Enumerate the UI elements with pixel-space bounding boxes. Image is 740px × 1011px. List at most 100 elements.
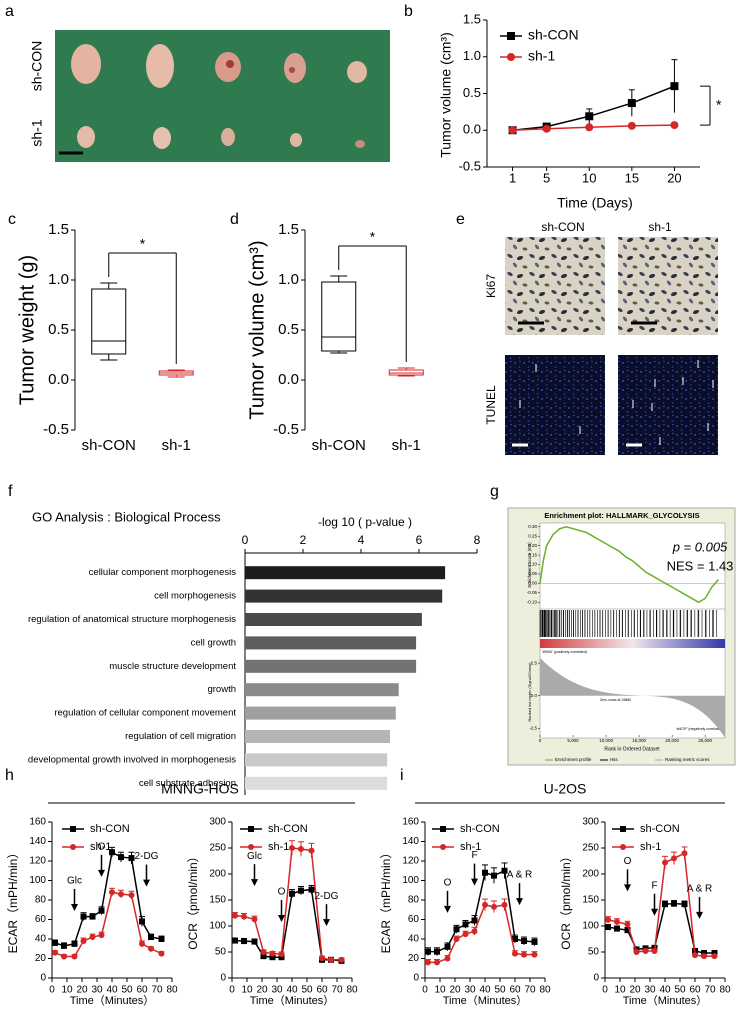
annotation: O	[98, 841, 106, 852]
marker	[711, 953, 718, 960]
marker	[633, 949, 640, 955]
marker	[482, 869, 488, 876]
x-tick-label: 1	[509, 170, 516, 185]
tumor	[284, 53, 306, 83]
row-label: TUNEL	[484, 385, 498, 425]
marker	[278, 951, 285, 958]
marker	[289, 890, 295, 897]
x-tick-label: 60	[509, 985, 521, 996]
x-tick-label: 30	[464, 985, 476, 996]
y-tick-label: 0.05	[528, 571, 537, 576]
x-tick-label: 10	[614, 985, 626, 996]
y-tick-label: 250	[209, 843, 226, 854]
marker	[98, 932, 105, 939]
marker	[260, 949, 267, 955]
marker	[308, 847, 315, 854]
marker	[711, 950, 718, 957]
x-tick-label: 40	[659, 985, 671, 996]
tunel-image	[618, 355, 718, 455]
annotation: F	[471, 850, 477, 861]
marker	[627, 121, 636, 130]
bar	[245, 776, 388, 790]
annotation-arrowhead	[444, 905, 451, 913]
y-axis-label: Tumor weight (g)	[16, 255, 38, 405]
marker	[501, 867, 508, 874]
legend-marker	[440, 844, 446, 850]
marker	[462, 921, 469, 928]
x-tick-label: 4	[358, 533, 365, 547]
x-tick-label: 40	[286, 985, 298, 996]
micrographs	[505, 237, 718, 455]
series-line	[607, 902, 715, 954]
y-tick-label: cell growth	[191, 637, 236, 648]
marker	[614, 925, 620, 932]
y-tick-label: 80	[35, 895, 47, 906]
x-tick-label: sh-CON	[82, 437, 136, 454]
x-tick-label: 20,000	[665, 738, 679, 743]
marker	[453, 936, 460, 942]
y-tick-label: 200	[209, 869, 226, 880]
bar	[245, 706, 396, 720]
marker	[80, 913, 87, 920]
tumor	[290, 133, 302, 147]
annotation: Glc	[247, 851, 262, 862]
tunel-image	[505, 355, 605, 455]
x-tick-label: 0	[242, 533, 249, 547]
marker	[670, 121, 679, 130]
x-axis-label: Rank in Ordered Dataset	[604, 746, 660, 752]
tumor	[146, 44, 174, 88]
y-tick-label: 150	[582, 895, 599, 906]
marker	[128, 855, 135, 862]
marker	[512, 950, 518, 957]
marker	[52, 949, 58, 956]
annotation-arrowhead	[516, 898, 523, 906]
annotation-arrowhead	[278, 915, 285, 922]
x-axis-label: Time (Days)	[557, 195, 633, 211]
y-tick-label: growth	[207, 684, 236, 695]
panel-letter: i	[400, 767, 404, 784]
x-tick-label: sh-1	[162, 437, 191, 454]
y-axis-label: OCR（pmol/min）	[186, 850, 200, 949]
legend-marker	[620, 826, 626, 832]
y-tick-label: 60	[35, 914, 47, 925]
tumor-spot	[289, 67, 295, 73]
y-tick-label: 1.5	[278, 221, 299, 238]
marker	[109, 889, 115, 896]
y-tick-label: 300	[209, 817, 226, 828]
marker	[148, 934, 154, 941]
significance-label: *	[370, 229, 376, 245]
y-tick-label: 1.0	[463, 48, 481, 63]
marker	[542, 124, 551, 133]
annotation-arrowhead	[651, 908, 658, 916]
legend-marker	[248, 844, 254, 850]
y-axis-label: Tumor volume (cm³)	[438, 32, 454, 158]
y-tick-label: regulation of cell migration	[125, 731, 236, 742]
stat-label: NES = 1.43	[667, 558, 734, 573]
y-tick-label: -2.5	[529, 726, 537, 731]
marker	[241, 938, 247, 945]
y-tick-label: 0.30	[528, 524, 537, 529]
y-axis-label: ECAR（mPH/min）	[6, 847, 20, 954]
x-tick-label: 10	[241, 985, 253, 996]
y-tick-label: 0.00	[528, 581, 537, 586]
marker	[128, 892, 135, 899]
x-tick-label: 0	[422, 985, 428, 996]
y-tick-label: 20	[408, 953, 420, 964]
legend-label: sh-1	[528, 48, 555, 64]
x-tick-label: 30	[91, 985, 103, 996]
y-tick-label: 1.0	[278, 271, 299, 288]
y-tick-label: 0.25	[528, 533, 537, 538]
x-tick-label: 20	[256, 985, 268, 996]
x-axis-label: Time（Minutes）	[250, 994, 335, 1007]
y-tick-label: 0.5	[463, 85, 481, 100]
x-tick-label: 50	[494, 985, 506, 996]
y-tick-label: regulation of cellular component movemen…	[54, 708, 236, 719]
marker	[118, 854, 124, 861]
marker	[425, 959, 431, 966]
annotation-arrowhead	[251, 879, 258, 887]
x-tick-label: 80	[346, 985, 358, 996]
y-tick-label: 0.5	[278, 321, 299, 338]
x-tick-label: 20	[76, 985, 88, 996]
marker	[508, 126, 517, 135]
bar	[245, 636, 417, 650]
